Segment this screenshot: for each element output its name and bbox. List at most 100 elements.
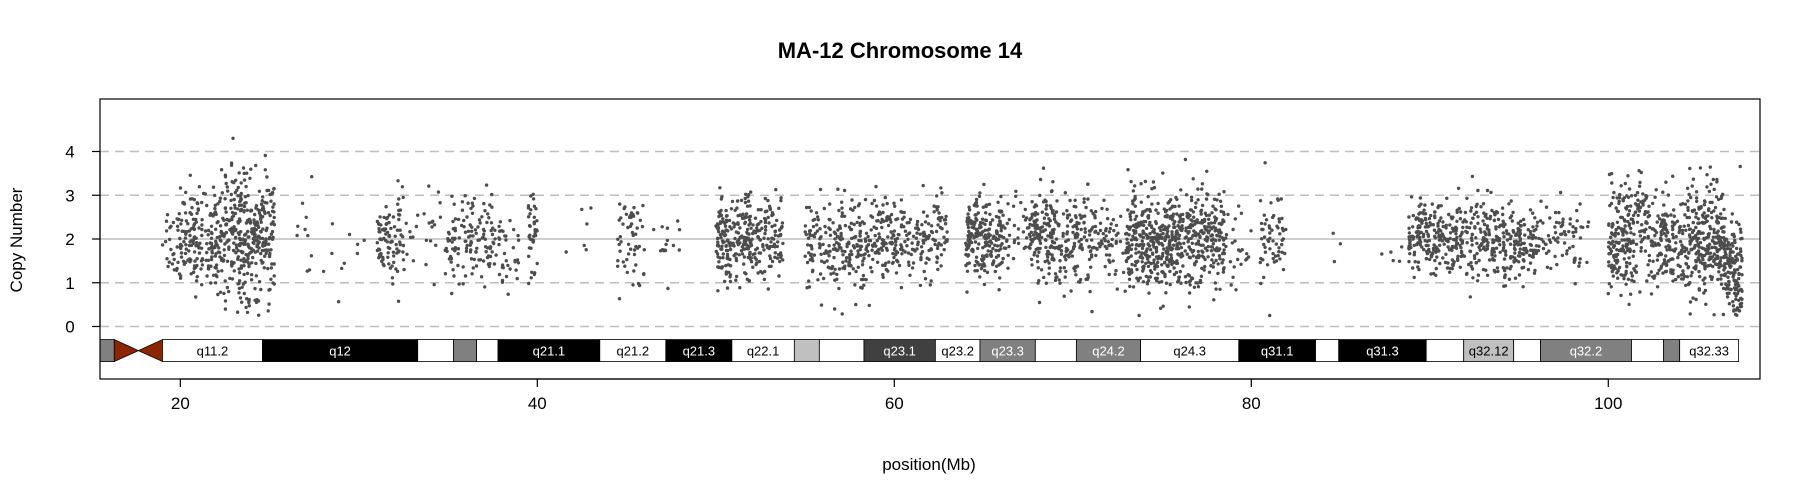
data-point [749,190,753,194]
data-point [444,246,448,251]
data-point [618,202,622,206]
data-point [779,226,783,230]
data-point [1029,237,1033,242]
data-point [1417,204,1421,208]
data-point [1077,239,1081,244]
data-point [1674,277,1678,282]
data-point [1532,271,1537,275]
data-point [1721,312,1726,317]
data-point [1086,197,1090,201]
data-point [1694,297,1698,302]
data-point [1142,264,1146,268]
data-point [1268,247,1272,251]
data-point [1057,245,1062,249]
data-point [1710,239,1715,243]
data-point [1624,269,1628,274]
data-point [1514,232,1519,236]
data-point [1730,260,1735,265]
data-point [911,261,916,265]
data-point [239,258,243,262]
data-point [1544,251,1549,255]
data-point [271,281,275,285]
data-point [263,211,267,216]
data-point [1629,231,1633,235]
data-point [1531,255,1535,259]
data-point [1028,242,1033,247]
data-point [762,236,766,240]
data-point [260,199,264,203]
data-point [766,287,770,291]
data-point [207,267,211,271]
data-point [742,262,746,266]
data-point [973,220,977,224]
data-point [516,261,521,265]
data-point [1685,256,1690,260]
data-point [1471,276,1475,280]
data-point [532,221,536,226]
data-point [1162,247,1166,251]
data-point [1682,245,1686,250]
data-point [1161,304,1165,308]
data-point [534,207,538,211]
data-point [1216,262,1220,266]
data-point [184,243,188,247]
data-point [272,202,276,206]
data-point [934,229,939,234]
data-point [758,238,762,242]
data-point [1439,234,1444,238]
data-point [218,250,222,255]
data-point [167,237,172,242]
data-point [1684,262,1689,266]
data-point [1414,216,1419,220]
data-point [1573,256,1577,260]
data-point [749,243,754,248]
data-point [1053,272,1058,276]
data-point [272,223,277,227]
data-point [1558,232,1563,236]
data-point [1610,181,1614,185]
data-point [1444,252,1448,256]
data-point [888,217,892,222]
data-point [194,217,198,222]
data-point [387,262,391,266]
data-point [1501,219,1505,223]
data-point [910,266,915,270]
data-point [1105,207,1109,211]
data-point [1140,256,1145,260]
data-point [1484,268,1488,272]
data-point [254,274,258,278]
data-point [880,225,884,230]
data-point [1725,295,1730,299]
data-point [1624,260,1629,265]
data-point [1438,243,1442,247]
data-point [1193,263,1197,267]
data-point [1471,216,1475,220]
data-point [165,213,170,217]
data-point [270,229,275,234]
data-point [629,247,633,251]
data-point [637,283,642,288]
data-point [1073,198,1077,202]
data-point [1128,227,1132,231]
data-point [1152,258,1156,262]
data-point [1567,246,1572,250]
data-point [234,246,239,250]
data-point [1389,250,1393,254]
data-point [735,240,739,245]
data-point [1087,257,1092,262]
data-point [1183,157,1188,162]
data-point [1156,211,1160,215]
data-point [246,253,250,257]
data-point [1505,266,1509,270]
data-point [1492,218,1497,222]
data-point [1448,270,1452,274]
data-point [1660,220,1664,225]
data-point [1000,242,1004,246]
data-point [1212,298,1216,302]
data-point [1411,225,1415,229]
data-point [195,241,199,245]
data-point [807,285,812,289]
data-point [1639,249,1643,253]
data-point [884,261,888,265]
data-point [1617,199,1621,203]
